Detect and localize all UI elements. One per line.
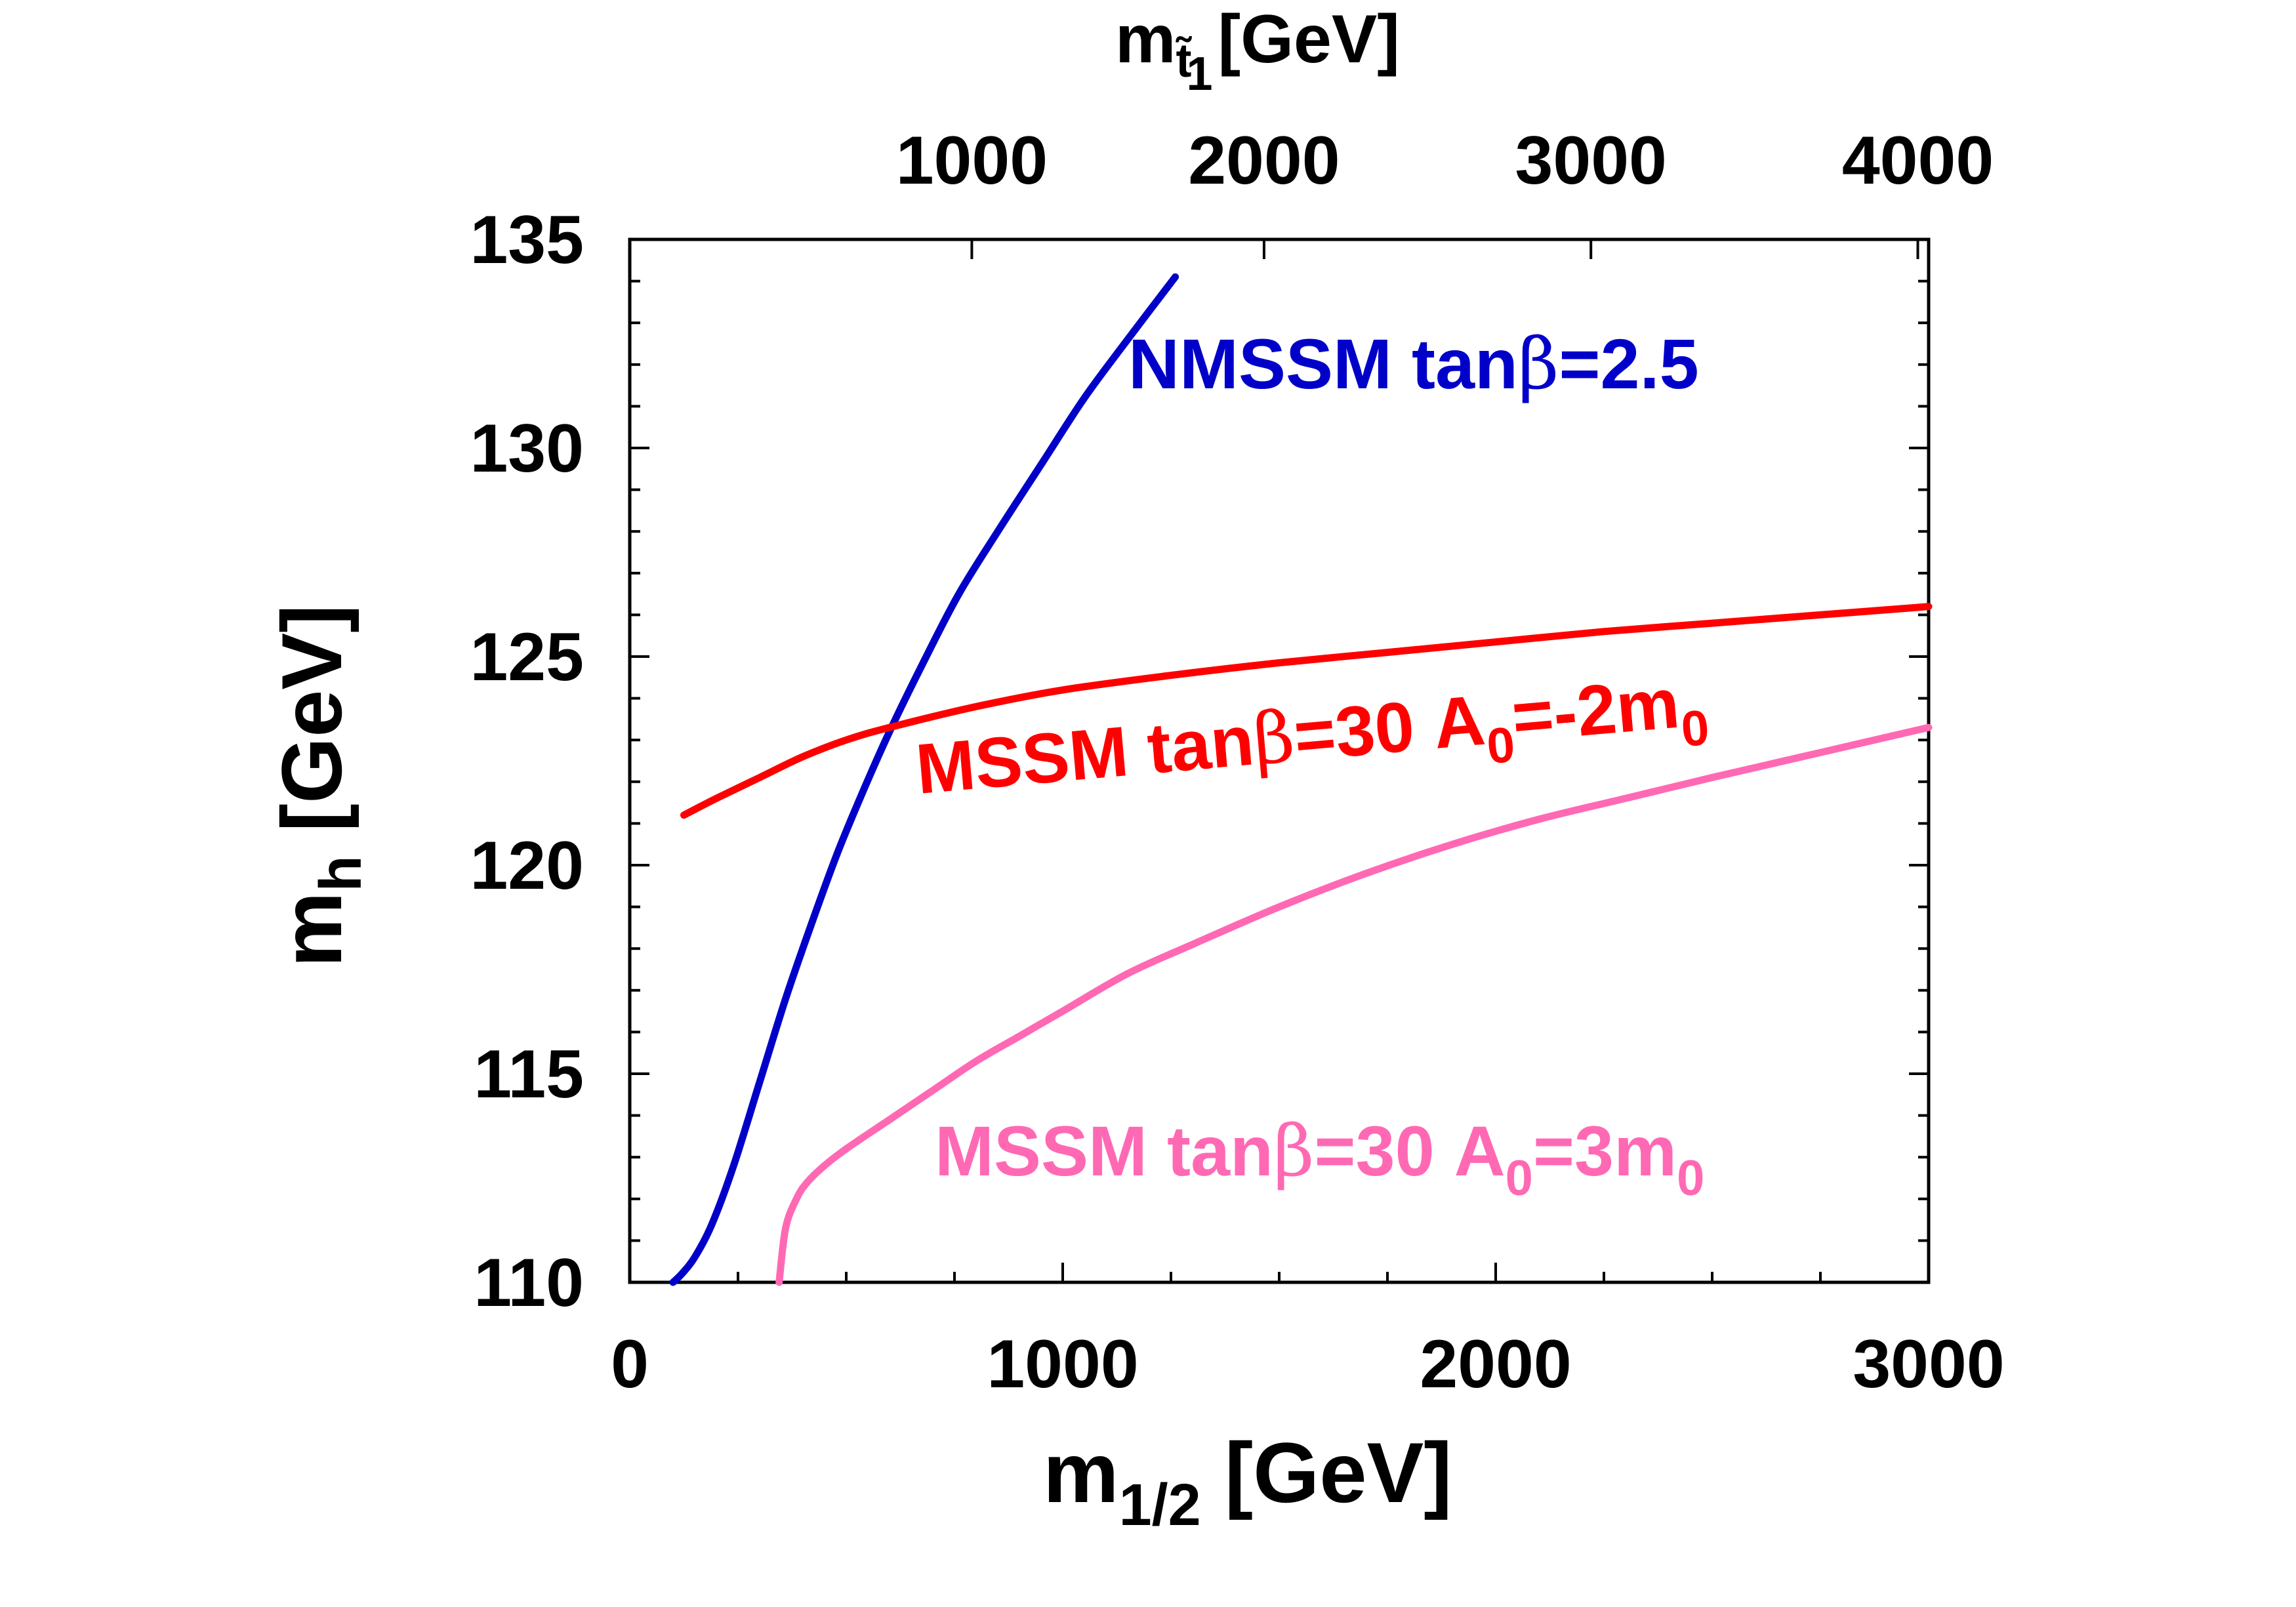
- series-curves: [669, 273, 1933, 1286]
- x-tick-labels: 0 1000 2000 3000: [611, 1326, 2005, 1402]
- y-tick-label: 125: [470, 619, 584, 695]
- series-label-mssm-neg-greek: β: [1250, 696, 1298, 781]
- y-axis-title-main: m: [264, 891, 359, 967]
- y-tick-label: 135: [470, 202, 584, 278]
- x-axis-title-main: m: [1043, 1425, 1119, 1520]
- series-label-mssm-pos-suffix: =30 A: [1314, 1111, 1505, 1190]
- series-label-nmssm-prefix: NMSSM tan: [1128, 324, 1518, 403]
- x-tick-label: 2000: [1420, 1326, 1571, 1402]
- series-label-mssm-pos-prefix: MSSM tan: [935, 1111, 1273, 1190]
- y-tick-label: 115: [474, 1036, 584, 1112]
- y-tick-labels: 110 115 120 125 130 135: [470, 202, 584, 1321]
- top-tick-label: 4000: [1842, 123, 1994, 199]
- x-axis-title-sub: 1/2: [1119, 1473, 1201, 1538]
- series-label-nmssm-greek: β: [1518, 323, 1559, 405]
- series-label-mssm-neg-suffix: =30 A: [1291, 680, 1488, 776]
- mssm-neg-a0-curve: [680, 603, 1933, 819]
- series-label-nmssm-suffix: =2.5: [1559, 324, 1698, 403]
- top-axis-title-unit: [GeV]: [1218, 1, 1400, 77]
- series-label-mssm-pos-mid: =3m: [1533, 1111, 1677, 1190]
- x-axis-title-unit: [GeV]: [1201, 1425, 1452, 1520]
- tick-marks: [628, 238, 1930, 1284]
- y-tick-label: 120: [470, 828, 584, 904]
- series-label-mssm-pos-sub2: 0: [1677, 1150, 1704, 1206]
- series-label-mssm-pos-sub1: 0: [1506, 1150, 1533, 1206]
- top-tick-labels: 1000 2000 3000 4000: [896, 123, 1994, 199]
- nmssm-curve: [669, 273, 1179, 1286]
- y-tick-label: 110: [474, 1245, 584, 1321]
- series-label-mssm-pos-greek: β: [1273, 1110, 1314, 1192]
- series-label-mssm-neg-sub1: 0: [1485, 717, 1517, 775]
- x-tick-label: 1000: [987, 1326, 1138, 1402]
- series-label-mssm-neg-prefix: MSSM tan: [912, 700, 1257, 809]
- x-tick-label: 0: [611, 1326, 649, 1402]
- mssm-pos-a0-curve: [775, 723, 1933, 1286]
- series-label-nmssm: NMSSM tanβ=2.5: [1128, 323, 1699, 405]
- top-axis-title-subsub: 1: [1186, 48, 1212, 100]
- x-tick-label: 3000: [1853, 1326, 2004, 1402]
- top-tick-label: 1000: [896, 123, 1048, 199]
- top-tick-label: 2000: [1188, 123, 1340, 199]
- y-tick-label: 130: [470, 411, 584, 487]
- series-label-mssm-neg-mid: =-2m: [1509, 663, 1683, 757]
- top-tick-label: 3000: [1515, 123, 1667, 199]
- y-axis-title-unit: [GeV]: [264, 605, 359, 856]
- x-axis-title: m1/2 [GeV]: [1043, 1425, 1452, 1538]
- top-axis-title-sub: t̃: [1176, 35, 1193, 87]
- series-label-mssm-neg: MSSM tanβ=30 A0=-2m0: [912, 660, 1711, 824]
- series-label-mssm-pos: MSSM tanβ=30 A0=3m0: [935, 1110, 1704, 1206]
- top-axis-title: mt̃1[GeV]: [1115, 1, 1400, 100]
- y-axis-title-sub: h: [308, 855, 374, 891]
- top-axis-title-main: m: [1115, 1, 1176, 77]
- series-label-mssm-neg-sub2: 0: [1679, 700, 1712, 758]
- y-axis-title: mh [GeV]: [264, 605, 374, 967]
